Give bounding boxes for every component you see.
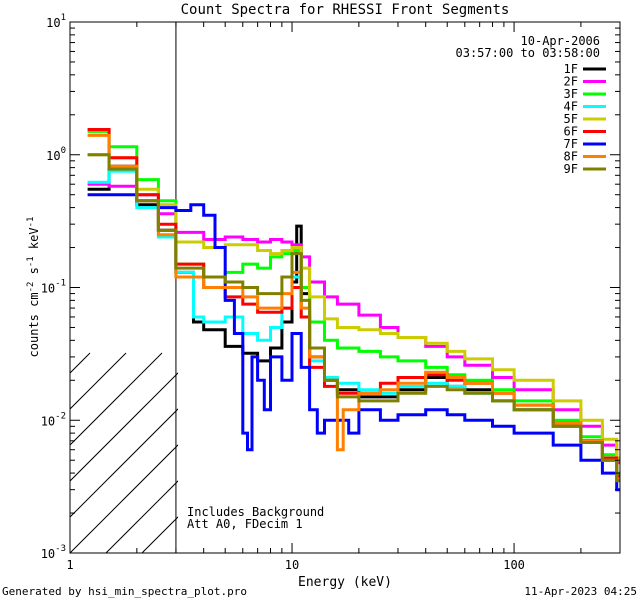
series-line-2F bbox=[87, 182, 620, 465]
hatch-line bbox=[0, 353, 54, 553]
x-tick-label: 10 bbox=[285, 558, 299, 572]
hatch-line bbox=[0, 353, 18, 553]
y-tick-label: 101 bbox=[46, 13, 66, 30]
series-line-7F bbox=[87, 193, 620, 492]
legend-label-3F: 3F bbox=[564, 87, 578, 101]
legend-label-9F: 9F bbox=[564, 162, 578, 176]
series-line-5F bbox=[87, 153, 620, 460]
footer-generated-by: Generated by hsi_min_spectra_plot.pro bbox=[2, 585, 247, 598]
series-line-4F bbox=[87, 169, 620, 478]
hatched-region bbox=[0, 352, 640, 553]
date-label: 10-Apr-2006 bbox=[521, 34, 600, 48]
y-tick-label: 10-3 bbox=[41, 544, 66, 561]
hatch-line bbox=[141, 516, 178, 553]
legend-label-7F: 7F bbox=[564, 137, 578, 151]
hatch-line bbox=[610, 353, 640, 553]
chart-title: Count Spectra for RHESSI Front Segments bbox=[181, 2, 510, 18]
x-axis-label: Energy (keV) bbox=[298, 575, 392, 590]
hatch-line bbox=[70, 352, 163, 446]
hatch-line bbox=[105, 480, 178, 553]
legend-label-4F: 4F bbox=[564, 100, 578, 114]
footer-timestamp: 11-Apr-2023 04:25 bbox=[524, 585, 637, 598]
x-tick-label: 1 bbox=[66, 558, 73, 572]
y-axis-label: counts cm-2 s-1 keV-1 bbox=[26, 217, 41, 358]
x-tick-label: 100 bbox=[503, 558, 525, 572]
hatch-line bbox=[70, 352, 127, 410]
hatch-line bbox=[70, 352, 91, 374]
legend-label-6F: 6F bbox=[564, 125, 578, 139]
y-tick-label: 10-1 bbox=[41, 279, 66, 296]
series-line-9F bbox=[87, 153, 620, 483]
legend-label-2F: 2F bbox=[564, 75, 578, 89]
series-line-8F bbox=[87, 133, 620, 481]
series-line-3F bbox=[87, 129, 620, 475]
hatch-line bbox=[430, 353, 630, 553]
hatch-line bbox=[70, 444, 178, 553]
legend-label-1F: 1F bbox=[564, 62, 578, 76]
note-attenuator: Att A0, FDecim 1 bbox=[187, 517, 303, 531]
axis-ticks: 1 10 100 10-3 10-2 10-1 100 101 bbox=[41, 13, 621, 572]
legend-label-8F: 8F bbox=[564, 150, 578, 164]
time-range-label: 03:57:00 to 03:58:00 bbox=[456, 46, 601, 60]
hatch-line bbox=[70, 408, 178, 518]
hatch-line bbox=[502, 353, 640, 553]
legend-label-5F: 5F bbox=[564, 112, 578, 126]
y-tick-label: 100 bbox=[46, 146, 66, 163]
series-layer bbox=[87, 128, 620, 492]
hatch-line bbox=[70, 372, 178, 482]
note-background: Includes Background bbox=[187, 505, 324, 519]
plot-frame bbox=[69, 21, 621, 554]
y-tick-label: 10-2 bbox=[41, 411, 66, 428]
hatch-line bbox=[574, 353, 640, 553]
